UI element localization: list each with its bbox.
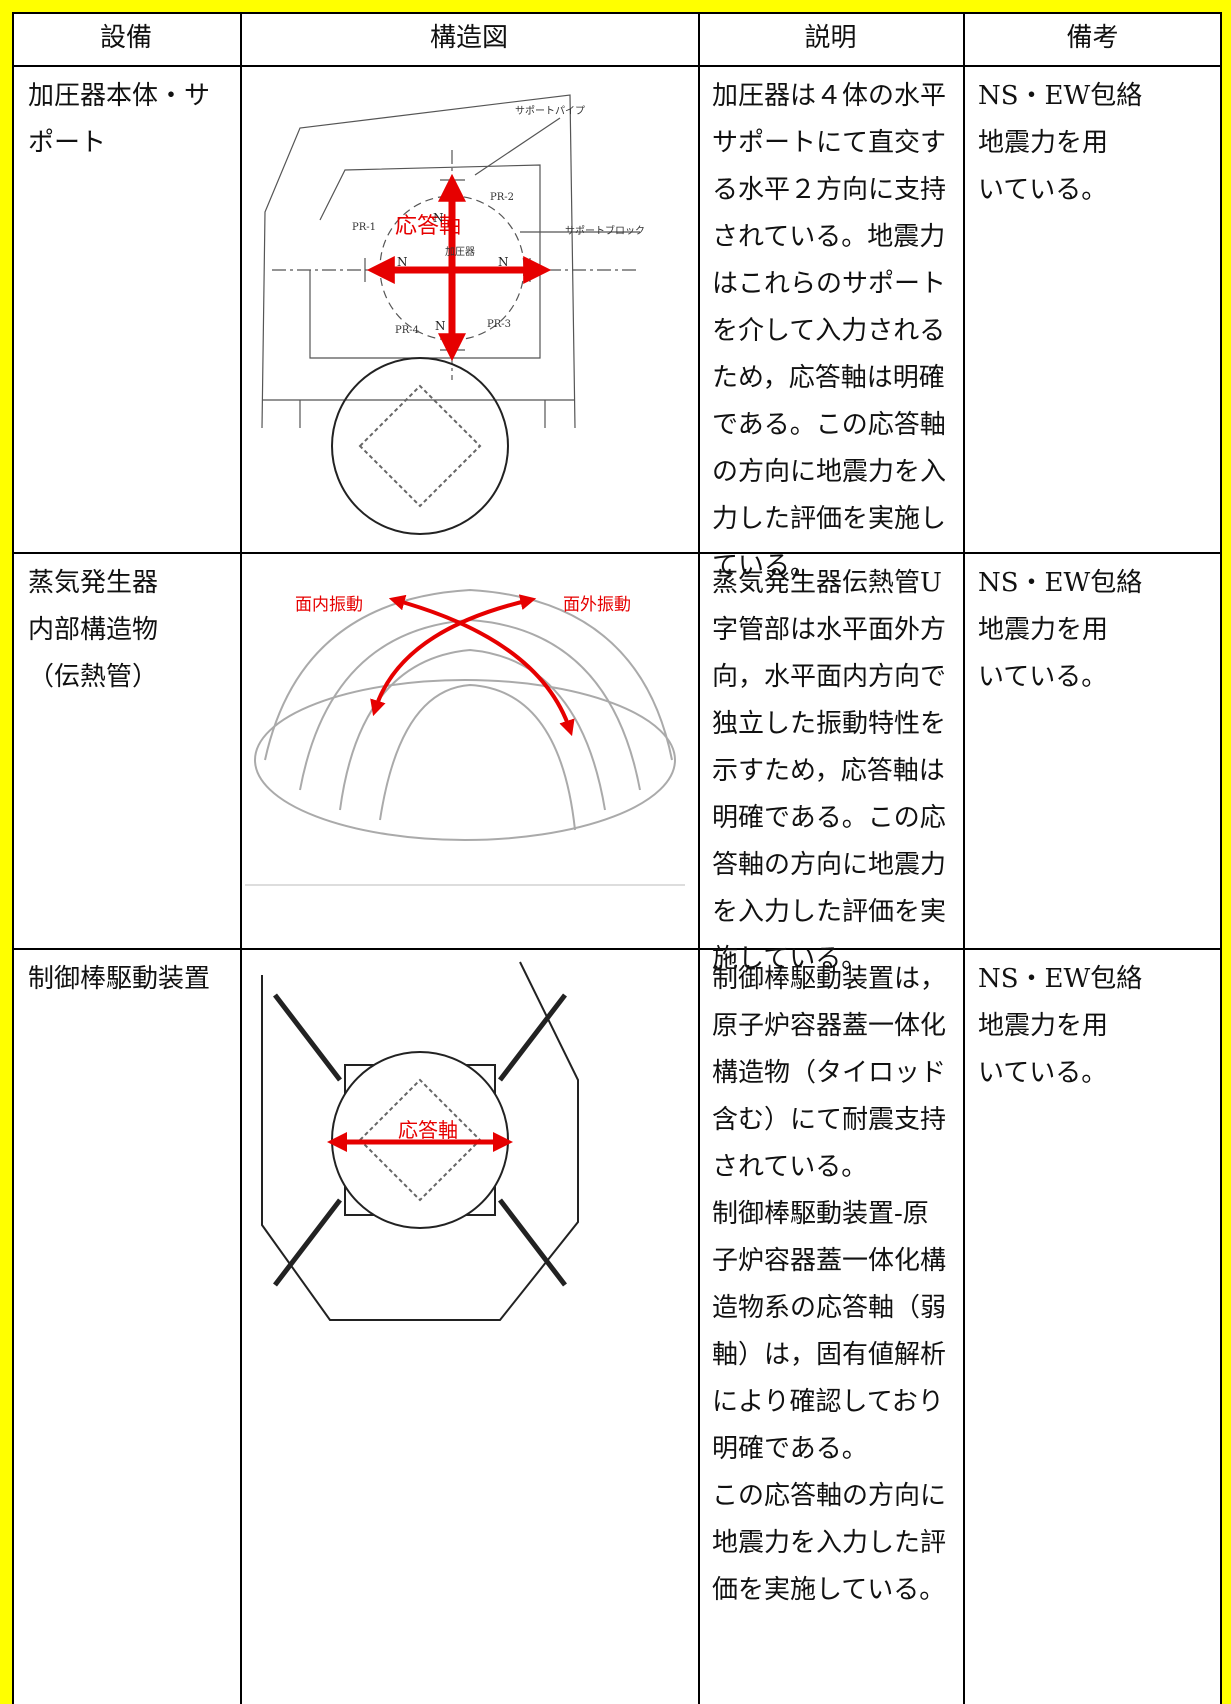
- remarks-line: いている。: [978, 175, 1108, 205]
- equipment-line: （伝熱管）: [28, 662, 159, 692]
- description-line: の方向に地震力を入: [712, 457, 947, 487]
- description-line: されている。: [712, 1152, 868, 1182]
- description-line: 造物系の応答軸（弱: [712, 1293, 947, 1323]
- remarks-line: いている。: [978, 1058, 1108, 1088]
- row-rule: [12, 552, 1222, 554]
- figure-label: PR-2: [490, 192, 514, 203]
- remarks-line: いている。: [978, 662, 1108, 692]
- figure-label: 加圧器: [445, 246, 475, 258]
- row-rule: [12, 12, 1222, 14]
- row-rule: [12, 65, 1222, 67]
- description-line: 軸）は，固有値解析: [712, 1340, 947, 1370]
- header-cell: 説明: [804, 23, 857, 53]
- figure-label: サポートブロック: [565, 224, 645, 237]
- remarks-line: 地震力を用: [978, 1011, 1109, 1041]
- description-line: 制御棒駆動装置は，: [712, 964, 947, 994]
- figure-label: 応答軸: [398, 1118, 458, 1142]
- remarks-line: 地震力を用: [978, 615, 1109, 645]
- description-line: ため，応答軸は明確: [712, 363, 945, 393]
- description-line: 示すため，応答軸は: [712, 756, 945, 786]
- description-line: 独立した振動特性を: [712, 709, 947, 739]
- description-line: 原子炉容器蓋一体化: [712, 1011, 947, 1041]
- description-line: この応答軸の方向に: [712, 1481, 947, 1511]
- description-line: 字管部は水平面外方: [712, 615, 947, 645]
- figure-label: N: [397, 255, 408, 269]
- description-line: ている。: [712, 551, 817, 581]
- header-cell: 備考: [1066, 23, 1119, 53]
- description-line: を介して入力される: [712, 316, 946, 346]
- remarks-line: NS・EW包絡: [978, 964, 1143, 994]
- figure-label: 応答軸: [395, 214, 461, 239]
- description-line: 構造物（タイロッド: [712, 1058, 947, 1088]
- header-cell: 設備: [99, 23, 152, 53]
- equipment-line: ポート: [28, 128, 107, 158]
- description-line: 蒸気発生器伝熱管U: [712, 568, 942, 598]
- sg-tube-drawing: [245, 588, 685, 886]
- description-line: 制御棒駆動装置-原: [712, 1199, 929, 1229]
- figure-label: N: [498, 255, 509, 269]
- equipment-line: 内部構造物: [28, 615, 159, 645]
- description-line: 明確である。: [712, 1434, 868, 1464]
- column-rule: [698, 12, 700, 1704]
- equipment-line: 加圧器本体・サ: [28, 81, 211, 111]
- description-line: 地震力を入力した評: [712, 1528, 947, 1558]
- sg-vibration-arrows: [370, 594, 575, 737]
- figure-label: サポートパイプ: [515, 105, 585, 117]
- description-line: はこれらのサポート: [712, 269, 947, 299]
- header-cell: 構造図: [429, 23, 508, 53]
- description-line: 向，水平面内方向で: [712, 662, 947, 692]
- remarks-line: NS・EW包絡: [978, 568, 1143, 598]
- column-rule: [963, 12, 965, 1704]
- column-rule: [12, 12, 14, 1704]
- description-line: されている。地震力: [712, 222, 946, 252]
- description-line: 含む）にて耐震支持: [712, 1105, 947, 1135]
- description-line: により確認しており: [712, 1387, 944, 1417]
- description-line: る水平２方向に支持: [712, 175, 947, 205]
- remarks-line: NS・EW包絡: [978, 81, 1143, 111]
- description-line: サポートにて直交す: [712, 128, 947, 158]
- description-line: 子炉容器蓋一体化構: [712, 1246, 947, 1276]
- figure-label: PR-4: [395, 325, 419, 336]
- table-sheet: 設備 構造図 説明 備考加圧器本体・サ ポート 加圧器は４体の水平 サポートにて直交す る水平…: [12, 12, 1222, 1704]
- description-line: である。この応答軸: [712, 410, 946, 440]
- column-rule: [240, 12, 242, 1704]
- figure-label: PR-3: [487, 319, 511, 330]
- row-rule: [12, 948, 1222, 950]
- remarks-line: 地震力を用: [978, 128, 1109, 158]
- figure-label: 面内振動: [295, 595, 363, 615]
- description-line: 施している。: [712, 944, 868, 974]
- description-line: 答軸の方向に地震力: [712, 850, 947, 880]
- figure-label: N: [433, 211, 444, 225]
- equipment-line: 制御棒駆動装置: [28, 964, 211, 994]
- description-line: 加圧器は４体の水平: [712, 81, 947, 111]
- description-line: 価を実施している。: [712, 1575, 946, 1605]
- column-rule: [1220, 12, 1222, 1704]
- figure-label: PR-1: [352, 222, 376, 233]
- equipment-line: 蒸気発生器: [28, 568, 159, 598]
- figure-label: N: [435, 319, 446, 333]
- description-line: 明確である。この応: [712, 803, 946, 833]
- pressurizer-axes: [366, 173, 552, 362]
- figure-label: 面外振動: [563, 595, 631, 615]
- description-line: 力した評価を実施し: [712, 504, 947, 534]
- description-line: を入力した評価を実: [712, 897, 947, 927]
